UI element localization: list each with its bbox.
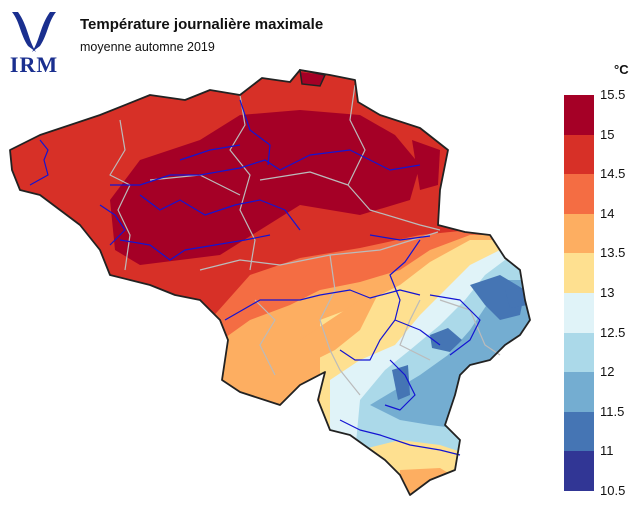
map-subtitle: moyenne automne 2019 [80,40,215,54]
legend-swatch [564,411,594,452]
legend-label: 13 [600,285,615,300]
legend-label: 14 [600,205,615,221]
irm-logo [6,8,62,72]
legend-swatch [564,174,594,215]
legend-unit: °C [614,62,629,77]
legend-label: 12.5 [600,324,626,340]
legend-label: 12 [600,364,615,380]
legend-label: 10.5 [600,483,626,498]
map-title: Température journalière maximale [80,16,324,33]
legend-swatch [564,332,594,373]
belgium-temperature-map [9,69,531,496]
legend-swatch [564,293,594,334]
legend-label: 11 [600,443,614,459]
legend-label: 11.5 [600,403,625,419]
color-legend [564,95,594,492]
logo-text: IRM [9,52,59,77]
legend-swatch [564,451,594,492]
legend-swatch [564,372,594,413]
legend-label: 14.5 [600,166,626,182]
legend-label: 13.5 [600,245,626,261]
legend-label: 15 [600,126,615,142]
legend-label: 15.5 [600,87,626,102]
legend-swatch [564,95,594,136]
legend-swatch [564,253,594,294]
legend-swatch [564,213,594,254]
legend-swatch [564,134,594,175]
